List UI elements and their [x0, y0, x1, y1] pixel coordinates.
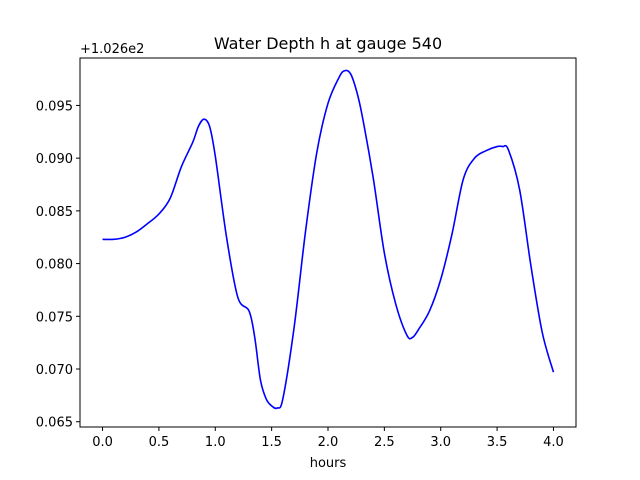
series-layer [102, 69, 555, 410]
series-line-0 [102, 69, 555, 410]
x-tick-label: 1.5 [261, 435, 282, 450]
x-tick-label: 4.0 [543, 435, 564, 450]
y-axis-ticks: 0.065 0.070 0.075 0.080 0.085 0.090 0.095 [36, 99, 80, 431]
y-tick-label: 0.090 [36, 152, 73, 167]
y-tick-label: 0.065 [36, 416, 73, 431]
y-tick-label: 0.080 [36, 258, 73, 273]
x-tick-label: 1.0 [205, 435, 226, 450]
x-tick-label: 0.5 [149, 435, 170, 450]
y-tick-label: 0.085 [36, 205, 73, 220]
y-tick-label: 0.070 [36, 363, 73, 378]
plot-frame [79, 57, 577, 428]
x-tick-label: 2.5 [374, 435, 395, 450]
x-axis-label: hours [310, 456, 347, 471]
y-tick-label: 0.095 [36, 99, 73, 114]
x-tick-label: 2.0 [318, 435, 339, 450]
x-axis-ticks: 0.0 0.5 1.0 1.5 2.0 2.5 3.0 3.5 4.0 [92, 427, 564, 450]
y-axis-offset-label: +1.026e2 [80, 42, 144, 57]
x-tick-label: 3.5 [487, 435, 508, 450]
chart-title: Water Depth h at gauge 540 [214, 34, 442, 53]
y-tick-label: 0.075 [36, 310, 73, 325]
x-tick-label: 0.0 [92, 435, 113, 450]
x-tick-label: 3.0 [430, 435, 451, 450]
